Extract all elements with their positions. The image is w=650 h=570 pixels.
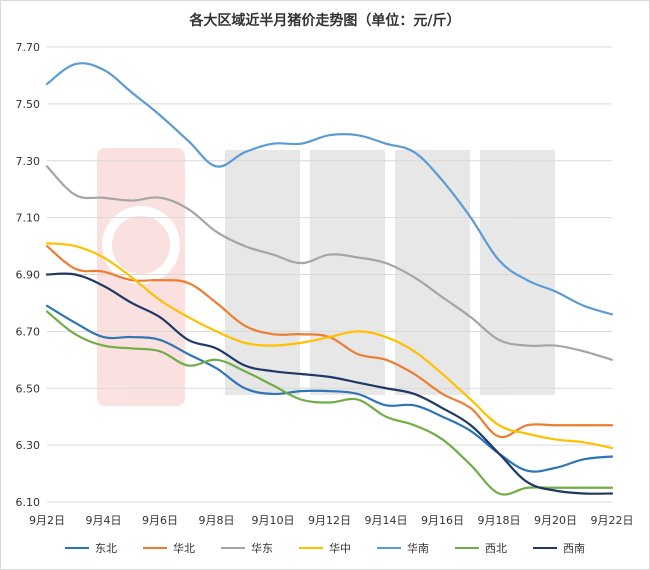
axis-layer: 6.10 6.30 6.50 6.70 6.90 7.10 7.30 7.50 7.70 9月2日… — [16, 41, 634, 527]
legend-label: 西南 — [563, 542, 585, 555]
x-tick-label: 9月10日 — [252, 514, 295, 527]
legend-label: 东北 — [95, 542, 117, 555]
legend-item: 华东 — [221, 540, 273, 556]
legend-swatch — [455, 547, 479, 549]
legend-label: 西北 — [485, 542, 507, 555]
series-line-5 — [45, 310, 614, 496]
legend-label: 华东 — [251, 542, 273, 555]
x-tick-label: 9月2日 — [29, 514, 65, 527]
series-layer — [45, 62, 614, 496]
y-tick-label: 7.30 — [16, 155, 41, 168]
x-tick-label: 9月4日 — [86, 514, 122, 527]
x-tick-label: 9月12日 — [308, 514, 351, 527]
y-tick-label: 7.10 — [16, 212, 41, 225]
legend-label: 华中 — [329, 542, 351, 555]
legend: 东北 华北 华东 华中 华南 西北 西南 — [0, 540, 650, 556]
x-tick-label: 9月18日 — [478, 514, 521, 527]
y-tick-label: 6.90 — [16, 269, 41, 282]
watermark-text-block-2 — [310, 150, 385, 395]
series-line-3 — [45, 242, 614, 450]
legend-item: 西北 — [455, 540, 507, 556]
legend-item: 华南 — [377, 540, 429, 556]
legend-item: 华中 — [299, 540, 351, 556]
y-tick-label: 6.10 — [16, 496, 41, 509]
watermark-ring — [102, 206, 180, 284]
y-tick-label: 6.70 — [16, 325, 41, 338]
series-line-0 — [45, 304, 614, 473]
legend-swatch — [143, 547, 167, 549]
legend-label: 华北 — [173, 542, 195, 555]
legend-item: 东北 — [65, 540, 117, 556]
x-tick-label: 9月20日 — [534, 514, 577, 527]
x-tick-label: 9月8日 — [199, 514, 235, 527]
x-tick-label: 9月6日 — [142, 514, 178, 527]
series-line-2 — [45, 165, 614, 361]
grid-layer — [47, 46, 612, 503]
watermark-text-block-4 — [480, 150, 555, 395]
y-tick-label: 7.70 — [16, 41, 41, 54]
chart-title: 各大区域近半月猪价走势图（单位：元/斤） — [189, 13, 461, 29]
legend-item: 华北 — [143, 540, 195, 556]
legend-item: 西南 — [533, 540, 585, 556]
x-tick-label: 9月22日 — [591, 514, 634, 527]
watermark-text-block-1 — [225, 150, 300, 395]
x-tick-label: 9月14日 — [365, 514, 408, 527]
legend-label: 华南 — [407, 542, 429, 555]
series-line-6 — [45, 272, 614, 495]
legend-swatch — [299, 547, 323, 549]
legend-swatch — [221, 547, 245, 549]
legend-swatch — [533, 547, 557, 549]
x-tick-label: 9月16日 — [421, 514, 464, 527]
series-line-4 — [45, 62, 614, 316]
y-tick-label: 6.50 — [16, 382, 41, 395]
legend-swatch — [377, 547, 401, 549]
y-tick-label: 6.30 — [16, 439, 41, 452]
watermark-logo — [97, 148, 555, 406]
y-tick-label: 7.50 — [16, 98, 41, 111]
legend-swatch — [65, 547, 89, 549]
